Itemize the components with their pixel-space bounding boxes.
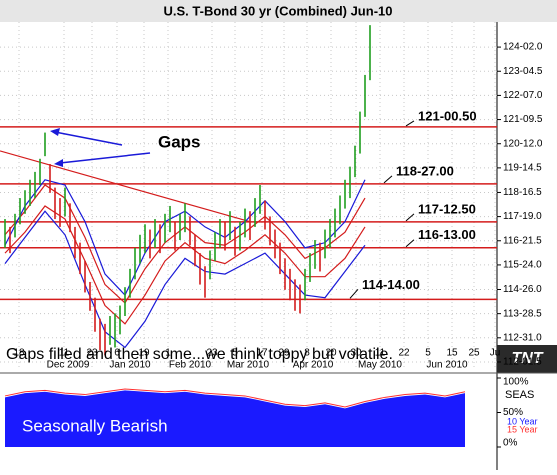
x-tick-label: 5 xyxy=(425,348,431,359)
level-label: 121-00.50 xyxy=(418,108,477,123)
trendline xyxy=(0,150,251,223)
x-tick-label: 1 xyxy=(165,348,171,359)
level-pointer xyxy=(405,120,415,127)
x-month-label: May 2010 xyxy=(358,360,402,371)
x-tick-label: 11 xyxy=(59,348,70,359)
panel-title: Seasonally Bearish xyxy=(22,416,168,435)
x-tick-label: 19 xyxy=(138,348,150,359)
level-label: 118-27.00 xyxy=(396,163,454,178)
x-tick-label: 18 xyxy=(13,348,25,359)
x-tick-label: 23 xyxy=(86,348,98,359)
y-tick-label: 119-14.5 xyxy=(503,163,542,174)
y-tick-label: 118-16.5 xyxy=(503,187,542,198)
level-pointer xyxy=(349,288,359,299)
y-tick-label: 112-31.0 xyxy=(503,332,542,343)
level-pointer xyxy=(405,239,415,248)
annotation: Gaps filled and then some...we think top… xyxy=(6,346,393,363)
title-band xyxy=(0,0,557,22)
panel-label: SEAS xyxy=(505,389,534,401)
x-tick-label: 20 xyxy=(325,348,337,359)
x-tick-label: 17 xyxy=(256,348,268,359)
logo: TNT xyxy=(511,350,543,367)
chart-title: U.S. T-Bond 30 yr (Combined) Jun-10 xyxy=(164,3,393,18)
x-tick-label: 23 xyxy=(206,348,218,359)
level-label: 117-12.50 xyxy=(418,201,476,216)
x-month-label: Apr 2010 xyxy=(293,360,334,371)
x-month-label: Mar 2010 xyxy=(227,360,270,371)
x-tick-label: 25 xyxy=(468,348,480,359)
x-tick-label: 11 xyxy=(375,348,386,359)
y-tick-label: 123-04.5 xyxy=(503,66,543,77)
seasonal-line xyxy=(4,388,466,408)
legend-entry: 15 Year xyxy=(507,424,538,434)
level-label: 116-13.00 xyxy=(418,227,476,242)
y-tick-label: 50% xyxy=(503,407,523,418)
y-tick-label: 100% xyxy=(503,377,529,388)
x-tick-label: 8 xyxy=(304,348,310,359)
y-tick-label: 0% xyxy=(503,438,518,449)
annotation: Gaps xyxy=(158,132,201,151)
y-tick-label: 112-01.5 xyxy=(503,357,542,368)
arrow xyxy=(59,152,151,164)
y-tick-label: 114-26.0 xyxy=(503,284,542,295)
legend-entry: 10 Year xyxy=(507,416,538,426)
y-tick-label: 115-24.0 xyxy=(503,260,542,271)
x-month-label: Feb 2010 xyxy=(169,360,212,371)
y-tick-label: 117-19.0 xyxy=(503,211,542,222)
y-tick-label: 121-09.5 xyxy=(503,114,543,125)
x-tick-label: 5 xyxy=(232,348,238,359)
y-tick-label: 120-12.0 xyxy=(503,138,543,149)
seasonal-area xyxy=(5,390,465,447)
y-tick-label: 116-21.5 xyxy=(503,235,542,246)
arrow xyxy=(54,131,123,146)
logo-box xyxy=(497,345,557,373)
level-pointer xyxy=(383,175,393,184)
arrow-head xyxy=(50,128,60,136)
level-pointer xyxy=(405,213,415,222)
y-tick-label: 113-28.5 xyxy=(503,308,542,319)
x-month-label: Dec 2009 xyxy=(47,360,90,371)
x-tick-label: 29 xyxy=(278,348,290,359)
y-tick-label: 122-07.0 xyxy=(503,90,543,101)
x-tick-label: 6 xyxy=(114,348,120,359)
x-tick-label: 30 xyxy=(350,348,362,359)
x-tick-label: 22 xyxy=(398,348,410,359)
x-month-label: Jun 2010 xyxy=(426,360,468,371)
x-tick-label: Ju xyxy=(490,348,501,359)
arrow-head xyxy=(54,159,63,167)
x-tick-label: 15 xyxy=(446,348,458,359)
y-tick-label: 124-02.0 xyxy=(503,42,543,53)
x-month-label: Jan 2010 xyxy=(109,360,151,371)
level-label: 114-14.00 xyxy=(362,277,420,292)
